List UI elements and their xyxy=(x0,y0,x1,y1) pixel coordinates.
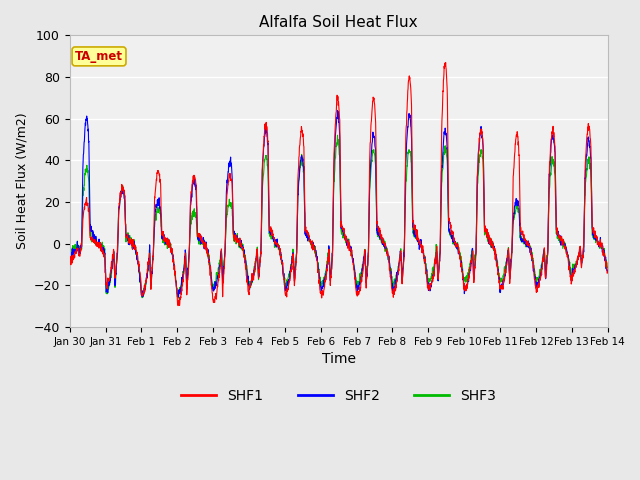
Text: TA_met: TA_met xyxy=(75,50,123,63)
Y-axis label: Soil Heat Flux (W/m2): Soil Heat Flux (W/m2) xyxy=(15,113,28,250)
X-axis label: Time: Time xyxy=(322,352,356,366)
Legend: SHF1, SHF2, SHF3: SHF1, SHF2, SHF3 xyxy=(176,384,502,408)
Title: Alfalfa Soil Heat Flux: Alfalfa Soil Heat Flux xyxy=(259,15,418,30)
